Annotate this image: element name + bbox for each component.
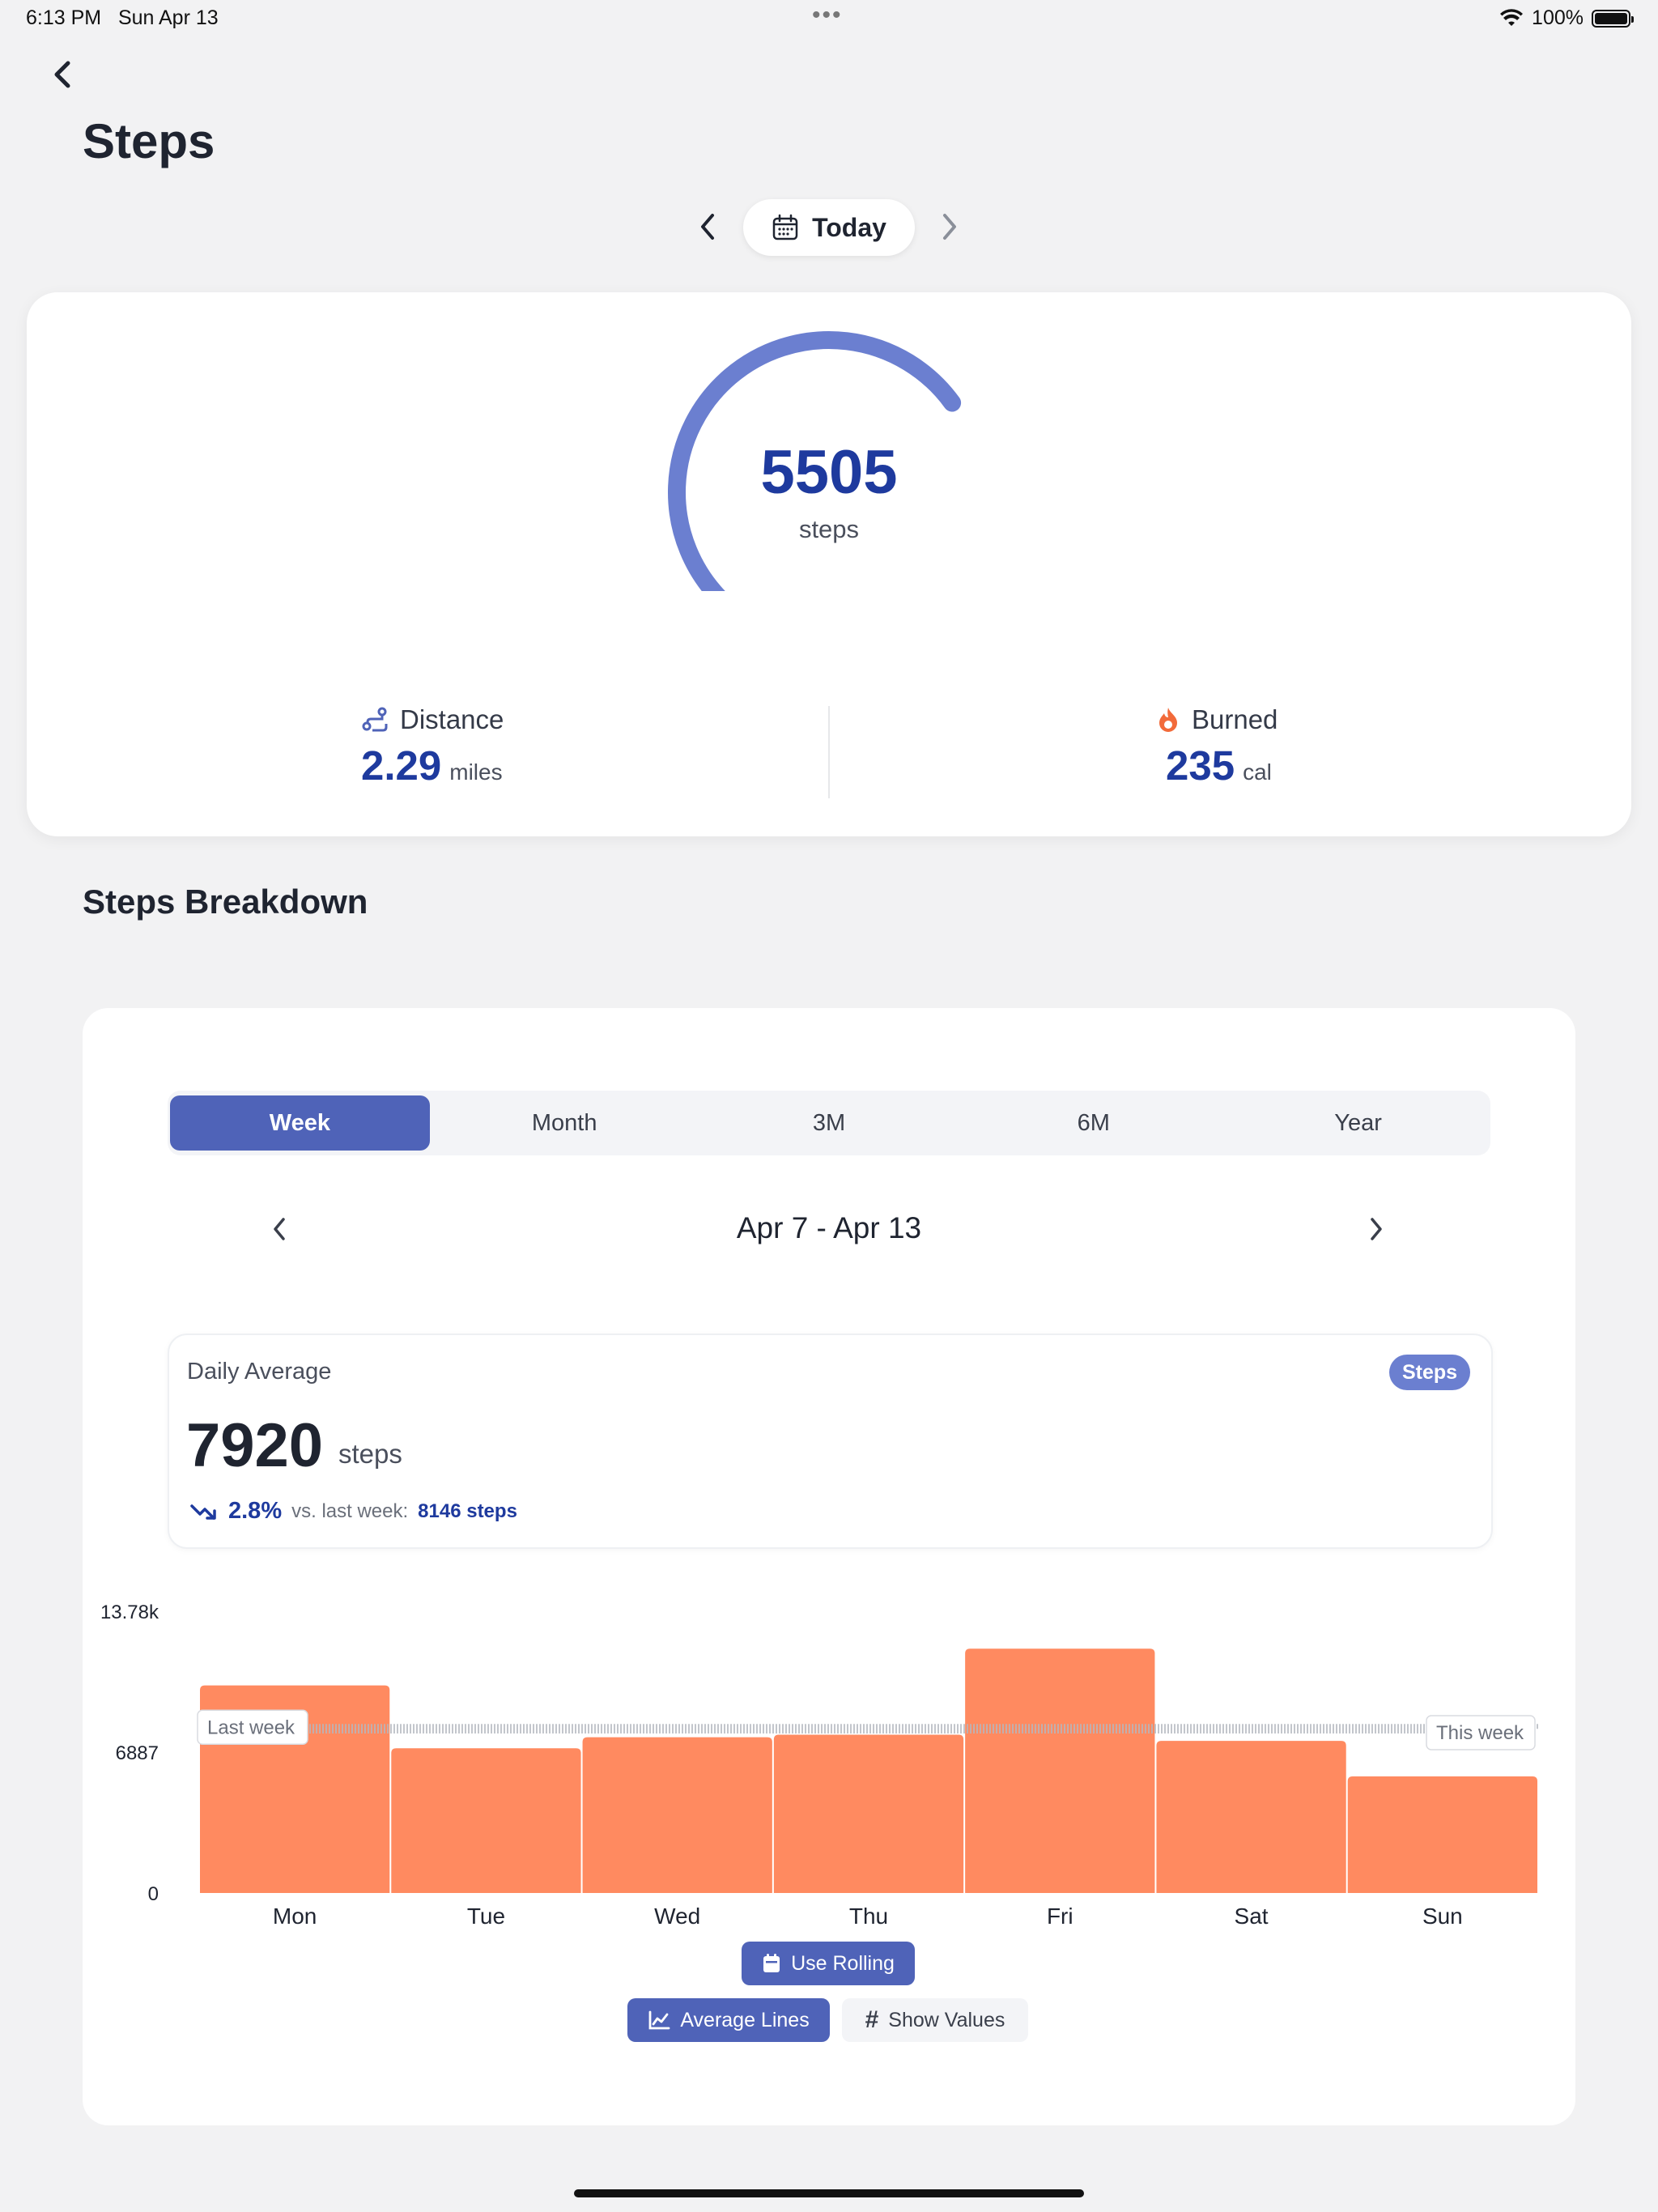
battery-percent: 100% bbox=[1532, 6, 1584, 29]
trend-row: 2.8% vs. last week: 8146 steps bbox=[189, 1498, 517, 1525]
daily-average-value: 7920 bbox=[186, 1411, 324, 1480]
distance-value: 2.29 bbox=[361, 742, 442, 789]
last-week-label-box bbox=[197, 1709, 308, 1746]
burned-unit: cal bbox=[1243, 759, 1272, 785]
metric-badge: Steps bbox=[1389, 1355, 1470, 1390]
steps-gauge-arc bbox=[668, 331, 962, 591]
bar-thu[interactable] bbox=[773, 1734, 964, 1893]
tab-week[interactable]: Week bbox=[170, 1095, 430, 1151]
x-tick-label: Mon bbox=[273, 1904, 317, 1929]
this-week-label: This week bbox=[1436, 1722, 1524, 1744]
steps-breakdown-card bbox=[83, 1008, 1575, 2125]
x-tick-label: Sun bbox=[1422, 1904, 1463, 1929]
use-rolling-label: Use Rolling bbox=[791, 1951, 895, 1975]
x-tick-label: Tue bbox=[467, 1904, 505, 1929]
bar-sun[interactable] bbox=[1347, 1776, 1537, 1893]
range-next-chevron-icon[interactable] bbox=[1364, 1213, 1388, 1245]
flame-icon bbox=[1159, 708, 1177, 732]
tab-month[interactable]: Month bbox=[531, 1109, 597, 1136]
y-tick-label: 13.78k bbox=[100, 1602, 159, 1623]
y-tick-label: 6887 bbox=[116, 1742, 159, 1764]
tab-year[interactable]: Year bbox=[1334, 1109, 1382, 1136]
calendar-icon bbox=[763, 1954, 780, 1972]
daily-average-label: Daily Average bbox=[187, 1359, 332, 1385]
x-tick-label: Fri bbox=[1047, 1904, 1073, 1929]
trend-down-icon bbox=[190, 1504, 216, 1520]
bar-sat[interactable] bbox=[1156, 1741, 1346, 1893]
back-chevron-icon[interactable] bbox=[47, 57, 79, 92]
bar-tue[interactable] bbox=[391, 1748, 581, 1893]
x-tick-label: Thu bbox=[849, 1904, 888, 1929]
bar-wed[interactable] bbox=[582, 1737, 772, 1893]
distance-unit: miles bbox=[449, 759, 503, 785]
range-prev-chevron-icon[interactable] bbox=[267, 1213, 291, 1245]
today-date-button[interactable]: Today bbox=[743, 199, 915, 256]
steps-breakdown-title: Steps Breakdown bbox=[83, 883, 368, 921]
stats-divider bbox=[828, 706, 830, 798]
today-label: Today bbox=[812, 212, 886, 242]
last-week-label: Last week bbox=[207, 1716, 295, 1738]
trend-percent: 2.8% bbox=[228, 1498, 283, 1524]
daily-average-unit: steps bbox=[338, 1439, 402, 1469]
burned-stat: Burned 235 cal bbox=[1156, 704, 1278, 789]
multitasking-dots-icon[interactable]: ••• bbox=[812, 2, 843, 28]
date-range-label: Apr 7 - Apr 13 bbox=[736, 1211, 922, 1244]
show-values-button[interactable]: # Show Values bbox=[842, 1998, 1028, 2042]
trend-compare-text: vs. last week: bbox=[291, 1499, 409, 1522]
y-tick-label: 0 bbox=[148, 1883, 159, 1905]
average-lines-button[interactable]: Average Lines bbox=[627, 1998, 830, 2042]
status-right-cluster: 100% bbox=[1499, 6, 1634, 30]
tab-3m[interactable]: 3M bbox=[812, 1109, 846, 1136]
status-time-text: 6:13 PM bbox=[26, 6, 102, 29]
hash-icon: # bbox=[865, 2006, 879, 2033]
tab-6m[interactable]: 6M bbox=[1077, 1109, 1110, 1136]
line-chart-icon bbox=[648, 2010, 670, 2030]
route-icon bbox=[362, 707, 388, 732]
use-rolling-button[interactable]: Use Rolling bbox=[742, 1942, 915, 1985]
show-values-label: Show Values bbox=[888, 2008, 1005, 2031]
trend-compare-value: 8146 steps bbox=[418, 1499, 517, 1522]
status-time: 6:13 PM Sun Apr 13 bbox=[26, 6, 219, 30]
this-week-label-box bbox=[1426, 1715, 1536, 1750]
calendar-icon bbox=[772, 214, 798, 240]
date-prev-chevron-icon[interactable] bbox=[693, 209, 722, 245]
steps-value: 5505 bbox=[760, 438, 898, 507]
page-title: Steps bbox=[83, 114, 215, 168]
x-tick-label: Sat bbox=[1235, 1904, 1269, 1929]
steps-unit: steps bbox=[798, 515, 860, 543]
bar-fri[interactable] bbox=[965, 1648, 1155, 1893]
wifi-icon bbox=[1500, 8, 1524, 26]
burned-value: 235 bbox=[1166, 742, 1235, 789]
distance-label: Distance bbox=[400, 704, 504, 734]
home-indicator[interactable] bbox=[574, 2189, 1084, 2197]
steps-bar-chart: 0 6887 13.78k Mon Tue Wed Thu Fri Sat Sun Last wee… bbox=[100, 1602, 1538, 1929]
steps-gauge bbox=[668, 331, 962, 591]
daily-average-card bbox=[168, 1334, 1493, 1549]
date-next-chevron-icon[interactable] bbox=[935, 209, 964, 245]
status-date-text: Sun Apr 13 bbox=[117, 6, 219, 29]
period-segmented-control: Week Month 3M 6M Year bbox=[168, 1091, 1490, 1155]
battery-icon bbox=[1592, 9, 1634, 28]
burned-label: Burned bbox=[1192, 704, 1278, 734]
average-lines-label: Average Lines bbox=[680, 2008, 810, 2031]
distance-stat: Distance 2.29 miles bbox=[361, 704, 504, 789]
x-tick-label: Wed bbox=[654, 1904, 700, 1929]
